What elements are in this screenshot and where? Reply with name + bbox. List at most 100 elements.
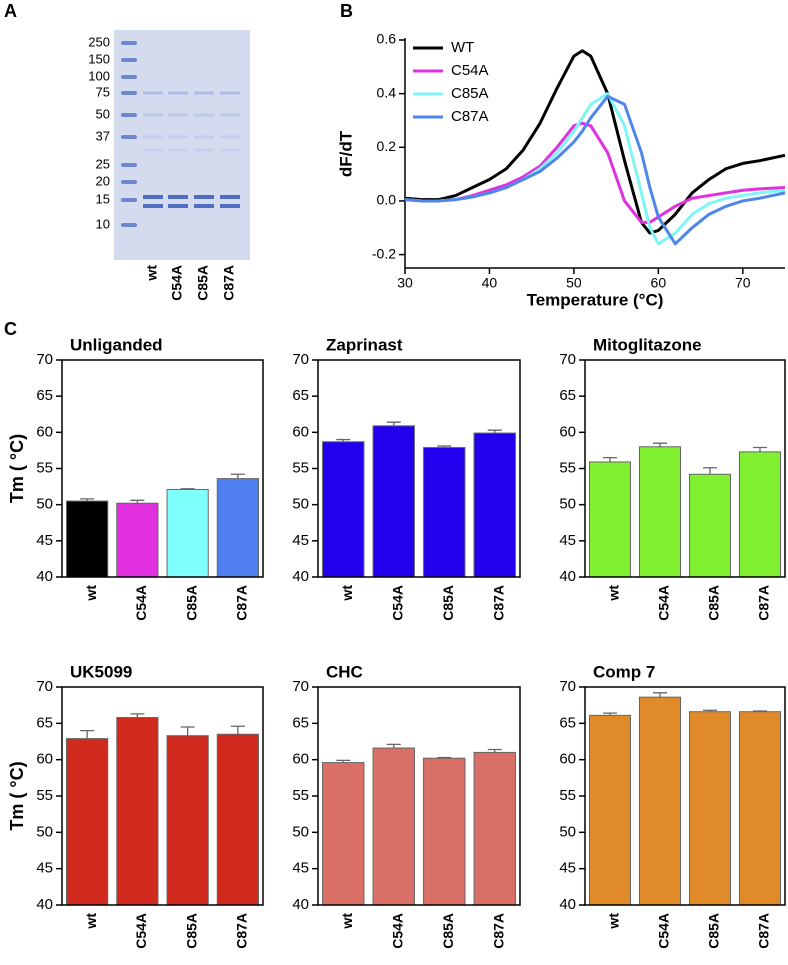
gel-band: [194, 148, 214, 152]
error-bar: [180, 488, 195, 490]
marker-label: 20: [96, 173, 110, 188]
chart-title: Mitoglitazone: [593, 335, 702, 354]
y-axis-label: dF/dT: [336, 130, 355, 177]
y-tick-label: 55: [559, 787, 576, 804]
y-tick-label: 40: [292, 568, 309, 585]
error-bar: [653, 692, 667, 698]
marker-band: [121, 58, 137, 62]
bar: [166, 488, 209, 578]
y-tick-label: 40: [292, 896, 309, 913]
panel-label: B: [340, 1, 353, 21]
gel-band: [143, 113, 163, 117]
chart-title: UK5099: [70, 662, 132, 681]
error-bar: [336, 759, 351, 763]
bar: [739, 451, 781, 578]
error-bar: [230, 473, 245, 479]
y-tick-label: 70: [292, 678, 309, 695]
marker-band: [121, 113, 137, 117]
bar: [372, 747, 415, 906]
marker-label: 15: [96, 191, 110, 206]
legend-label: C85A: [451, 85, 489, 102]
x-tick-label: wt: [83, 913, 99, 930]
marker-band: [121, 91, 137, 95]
x-tick-label: 40: [482, 275, 498, 291]
x-tick-label: 60: [651, 275, 667, 291]
y-tick-label: 65: [292, 714, 309, 731]
gel-band: [220, 113, 240, 117]
y-tick-label: 60: [559, 751, 576, 768]
y-tick-label: 55: [292, 459, 309, 476]
gel-band: [143, 135, 163, 139]
y-tick-label: 40: [559, 568, 576, 585]
series-line: [404, 49, 786, 235]
gel-band: [220, 204, 240, 208]
gel-band: [194, 91, 214, 95]
lane-label: C54A: [169, 265, 185, 301]
y-tick-label: 60: [36, 751, 53, 768]
gel-band: [168, 148, 188, 152]
error-bar: [80, 498, 95, 502]
y-tick-label: 55: [292, 787, 309, 804]
error-bar: [703, 467, 717, 475]
y-tick-label: -0.2: [372, 245, 396, 261]
legend-label: C87A: [451, 108, 489, 125]
error-bar: [336, 438, 351, 442]
x-tick-label: C87A: [234, 913, 250, 949]
y-tick-label: 45: [559, 860, 576, 877]
y-tick-label: 0.0: [377, 192, 397, 208]
x-tick-label: C85A: [706, 585, 722, 621]
bar: [473, 432, 516, 578]
y-tick-label: 50: [36, 823, 53, 840]
gel-band: [194, 204, 214, 208]
marker-band: [121, 135, 137, 139]
bar: [689, 711, 731, 906]
gel-band: [220, 135, 240, 139]
lane-label: C87A: [221, 265, 237, 301]
marker-label: 50: [96, 106, 110, 121]
y-tick-label: 45: [36, 532, 53, 549]
bar: [372, 425, 415, 578]
chart-title: Zaprinast: [326, 335, 403, 354]
marker-band: [121, 163, 137, 167]
gel-band: [168, 113, 188, 117]
y-tick-label: 70: [36, 678, 53, 695]
bar: [322, 762, 365, 906]
y-tick-label: 65: [292, 387, 309, 404]
bar: [423, 757, 466, 906]
chart-title: CHC: [326, 662, 363, 681]
bar: [689, 473, 731, 578]
marker-label: 75: [96, 84, 110, 99]
gel-band: [143, 91, 163, 95]
bar: [216, 733, 259, 906]
marker-band: [121, 198, 137, 202]
x-tick-label: C87A: [756, 913, 772, 949]
legend-label: WT: [451, 39, 474, 56]
marker-label: 37: [96, 128, 110, 143]
y-tick-label: 0.4: [377, 84, 397, 100]
y-tick-label: 40: [36, 896, 53, 913]
gel-band: [220, 148, 240, 152]
y-tick-label: 70: [559, 351, 576, 368]
y-tick-label: 65: [36, 387, 53, 404]
x-tick-label: 30: [397, 275, 413, 291]
marker-label: 250: [88, 34, 110, 49]
y-tick-label: 65: [36, 714, 53, 731]
x-tick-label: C54A: [656, 913, 672, 949]
y-tick-label: 70: [36, 351, 53, 368]
y-tick-label: 45: [559, 532, 576, 549]
lane-label: wt: [144, 265, 160, 282]
bar: [116, 502, 159, 578]
error-bar: [703, 709, 717, 712]
x-tick-label: wt: [606, 913, 622, 930]
y-tick-label: 60: [292, 751, 309, 768]
bar: [589, 461, 631, 578]
error-bar: [130, 499, 145, 504]
x-tick-label: C54A: [389, 585, 405, 621]
gel-band: [168, 195, 188, 199]
x-tick-label: C54A: [133, 913, 149, 949]
chart-title: Comp 7: [593, 662, 655, 681]
gel-band: [194, 135, 214, 139]
x-tick-label: C54A: [389, 913, 405, 949]
y-axis-label: Tm ( °C): [7, 761, 27, 830]
y-tick-label: 40: [36, 568, 53, 585]
